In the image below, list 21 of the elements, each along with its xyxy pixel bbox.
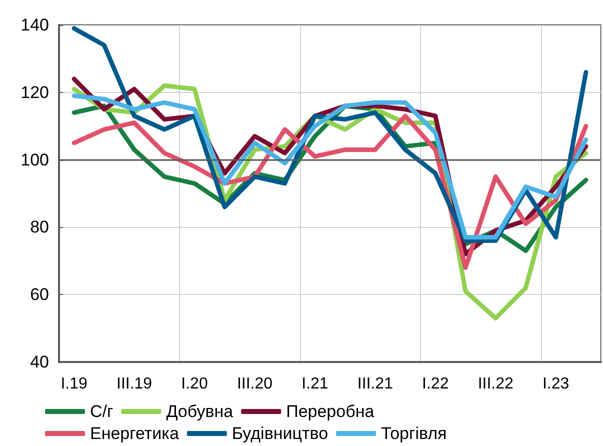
- legend-label: Добувна: [166, 402, 234, 421]
- legend-label: Будівництво: [232, 424, 328, 443]
- x-tick-label: I.20: [181, 376, 208, 392]
- x-tick-label: I.19: [60, 376, 88, 392]
- y-tick-label: 40: [30, 352, 49, 372]
- x-tick-label: I.23: [542, 376, 570, 392]
- legend-label: Енергетика: [90, 424, 180, 443]
- y-tick-label: 60: [30, 285, 49, 304]
- legend-label: Переробна: [286, 402, 375, 421]
- x-tick-label: III.21: [357, 376, 394, 392]
- x-tick-label: I.22: [422, 376, 449, 392]
- y-tick-label: 100: [20, 150, 49, 170]
- x-tick-label: III.19: [116, 376, 152, 392]
- x-tick-label: III.22: [478, 376, 514, 392]
- y-tick-label: 120: [20, 82, 49, 102]
- x-tick-label: I.21: [302, 376, 328, 392]
- legend-label: С/г: [90, 402, 114, 421]
- y-tick-label: 140: [20, 16, 49, 34]
- y-tick-label: 80: [30, 218, 49, 237]
- x-tick-label: III.20: [236, 376, 273, 392]
- legend-label: Торгівля: [381, 424, 447, 443]
